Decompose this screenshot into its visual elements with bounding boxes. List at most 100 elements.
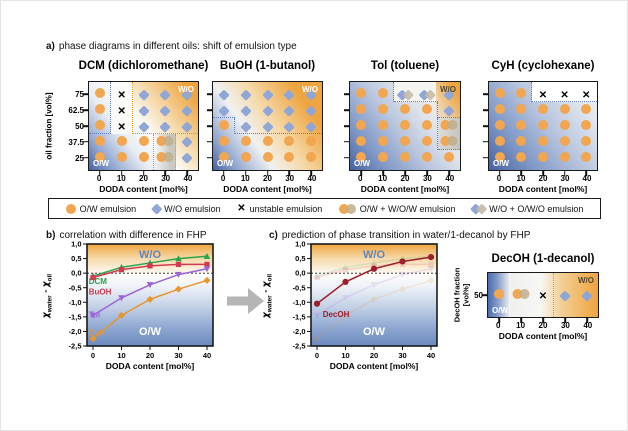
phase-marker-cell [218, 133, 229, 151]
marker-ow2-icon [512, 289, 530, 299]
svg-text:-2,5: -2,5 [293, 342, 306, 351]
marker-ow-icon [422, 135, 432, 146]
marker-ow-icon [538, 135, 548, 146]
phase-marker-cell [538, 149, 548, 167]
phase-marker-cell [284, 133, 295, 151]
svg-text:0,0: 0,0 [295, 269, 305, 278]
marker-ow-icon [262, 151, 273, 162]
marker-ow2-icon [440, 135, 458, 146]
phase-marker-cell [156, 133, 174, 151]
phase-marker-cell [240, 133, 251, 151]
svg-text:1,0: 1,0 [295, 240, 305, 249]
x-tick-mark [586, 317, 588, 323]
legend-label: W/O + O/W/O emulsion [489, 203, 584, 214]
marker-ow-icon [559, 151, 570, 162]
svg-text:40: 40 [203, 351, 211, 360]
phase-diagram-tol: W/O O/W [344, 81, 461, 176]
phase-marker-cell [422, 133, 432, 151]
marker-ow-icon [356, 151, 366, 162]
marker-wo-icon [240, 105, 251, 116]
phase-marker-cell [494, 286, 504, 304]
x-axis-label: DODA content [mol%] [498, 331, 588, 341]
region-label-wo: W/O [302, 85, 318, 94]
phase-panel-title-dcm: DCM (dichloromethane) [78, 60, 209, 72]
phase-marker-cell: ✕ [539, 286, 547, 304]
marker-ow-icon [240, 151, 251, 162]
y-tick-mark [83, 156, 89, 159]
marker-ow-icon [284, 151, 295, 162]
phase-boundary-line [213, 117, 235, 119]
marker-wo-icon [559, 289, 571, 301]
svg-text:10: 10 [341, 351, 349, 360]
marker-ow-icon [516, 135, 527, 146]
phase-marker-cell [138, 149, 149, 167]
x-tick-label: 0 [96, 174, 102, 183]
marker-ow-icon [218, 135, 229, 146]
marker-wo-icon [181, 105, 193, 116]
svg-text:0,5: 0,5 [295, 254, 305, 263]
x-tick-label: 40 [582, 174, 592, 183]
x-tick-label: 20 [538, 174, 548, 183]
x-tick-mark [520, 170, 523, 176]
svg-text:O/W: O/W [139, 326, 162, 338]
phase-marker-cell [494, 133, 505, 151]
marker-wo-icon [262, 120, 273, 132]
marker-ow-icon [516, 151, 527, 162]
marker-ow-icon [559, 104, 570, 115]
x-tick-label: 0 [495, 321, 501, 330]
phase-marker-cell [494, 101, 505, 119]
phase-marker-cell [116, 149, 127, 167]
phase-marker-cell [581, 101, 592, 119]
section-c-label: c) [269, 230, 278, 241]
x-axis-label: DODA content [mol%] [498, 184, 588, 194]
phase-marker-cell [516, 149, 527, 167]
x-tick-label: 30 [285, 174, 295, 183]
y-tick-mark [83, 93, 89, 96]
marker-wo2-icon [396, 89, 414, 100]
marker-wo-icon [305, 105, 317, 116]
phase-marker-cell [400, 133, 410, 151]
y-tick-label: 50 [474, 291, 483, 300]
y-tick-label: 75 [75, 89, 84, 99]
phase-marker-cell [218, 117, 229, 135]
phase-marker-cell: ✕ [539, 85, 547, 103]
x-tick-label: 40 [183, 174, 193, 183]
phase-marker-cell [559, 101, 570, 119]
x-tick-mark [499, 170, 501, 176]
marker-x-icon: ✕ [117, 122, 126, 133]
y-tick-mark [483, 141, 489, 143]
marker-ow-icon [378, 104, 388, 115]
y-tick-label: 25 [75, 154, 84, 164]
marker-ow2-icon [338, 203, 356, 214]
y-tick-mark [207, 156, 213, 159]
phase-marker-cell [538, 133, 548, 151]
marker-ow-icon [400, 120, 410, 130]
marker-ow2-icon [156, 135, 174, 146]
legend-item: O/W + W/O/W emulsion [338, 203, 456, 214]
legend-item: W/O + O/W/O emulsion [470, 203, 584, 214]
phase-marker-cell [494, 85, 505, 103]
minus-sign: - [40, 287, 51, 296]
marker-ow-icon [581, 151, 592, 162]
marker-wo-icon [151, 203, 162, 214]
phase-marker-cell [559, 117, 570, 135]
svg-text:DODA content [mol%]: DODA content [mol%] [106, 361, 195, 371]
phase-panel-title-buoh: BuOH (1-butanol) [219, 60, 316, 72]
svg-text:DODA content [mol%]: DODA content [mol%] [330, 361, 419, 371]
series-cyh [313, 276, 435, 343]
marker-wo-icon [443, 105, 455, 116]
y-tick-mark [83, 109, 89, 111]
marker-x-icon: ✕ [117, 106, 126, 118]
x-tick-mark [288, 170, 291, 176]
decoh-panel-title: DecOH (1-decanol) [491, 253, 595, 265]
marker-ow-icon [218, 120, 229, 130]
marker-ow-icon [516, 104, 527, 115]
y-tick-mark [207, 109, 213, 111]
chi-symbol: χ [41, 312, 52, 319]
y-tick-label: 37.5 [68, 138, 84, 148]
marker-ow-icon [494, 88, 505, 99]
marker-wo-icon [181, 120, 193, 132]
marker-wo-icon [305, 120, 317, 132]
marker-ow-icon [306, 151, 317, 162]
svg-text:0: 0 [91, 351, 95, 360]
